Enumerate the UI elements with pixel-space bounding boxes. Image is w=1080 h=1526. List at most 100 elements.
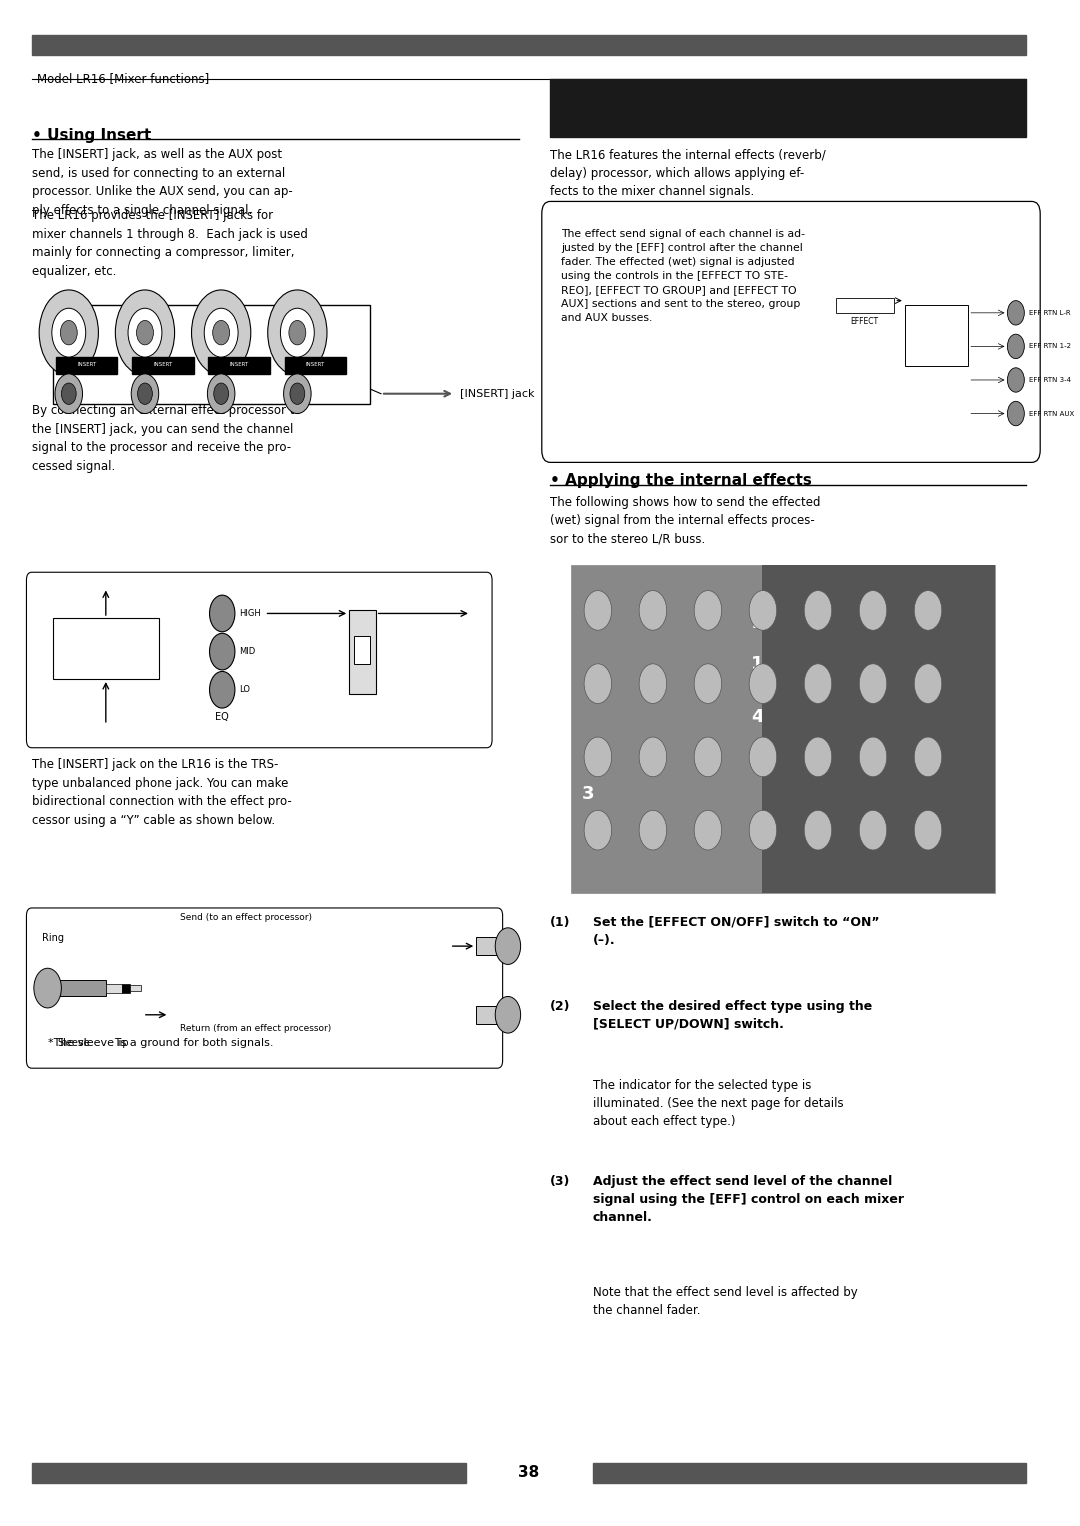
Circle shape [915, 591, 942, 630]
Text: 2: 2 [752, 613, 764, 632]
Circle shape [62, 383, 77, 404]
Circle shape [860, 810, 887, 850]
Circle shape [191, 290, 251, 375]
Bar [48, 981, 106, 996]
Text: 3: 3 [143, 301, 148, 310]
Text: The LR16 provides the [INSERT] jacks for
mixer channels 1 through 8.  Each jack : The LR16 provides the [INSERT] jacks for… [31, 209, 308, 278]
Circle shape [268, 290, 327, 375]
Circle shape [55, 374, 82, 414]
Bar [285, 357, 346, 374]
Circle shape [210, 671, 235, 708]
Circle shape [584, 664, 611, 703]
Circle shape [1008, 301, 1024, 325]
FancyBboxPatch shape [542, 201, 1040, 462]
Text: The indicator for the selected type is
illuminated. (See the next page for detai: The indicator for the selected type is i… [593, 1079, 843, 1128]
Bar [106, 984, 122, 993]
Text: LO: LO [239, 685, 251, 694]
Text: (3): (3) [550, 1175, 570, 1189]
Circle shape [805, 664, 832, 703]
Circle shape [39, 290, 98, 375]
Bar [571, 565, 995, 893]
Text: (2): (2) [550, 1000, 570, 1013]
Circle shape [204, 308, 238, 357]
Circle shape [860, 737, 887, 777]
Circle shape [805, 591, 832, 630]
Bar [132, 357, 193, 374]
Text: Ring: Ring [42, 934, 65, 943]
Circle shape [805, 737, 832, 777]
Text: 1: 1 [752, 655, 764, 673]
Bar [31, 35, 1026, 55]
Circle shape [33, 969, 62, 1007]
Circle shape [131, 374, 159, 414]
Text: Sleeve: Sleeve [57, 1038, 91, 1048]
Text: EFF RTN 1-2: EFF RTN 1-2 [1028, 343, 1070, 349]
Circle shape [805, 810, 832, 850]
Text: Internal
Effector: Internal Effector [922, 330, 950, 342]
Text: INSERT: INSERT [153, 362, 173, 368]
Text: INSERT: INSERT [306, 362, 325, 368]
Circle shape [288, 320, 306, 345]
Bar [354, 636, 370, 664]
Text: 1: 1 [295, 301, 300, 310]
Text: 3: 3 [582, 784, 594, 803]
Bar [53, 305, 370, 404]
Circle shape [584, 810, 611, 850]
Text: Using the internal effects processor: Using the internal effects processor [555, 102, 808, 114]
Text: Model LR16 [Mixer functions]: Model LR16 [Mixer functions] [37, 72, 210, 85]
Text: 2: 2 [218, 301, 224, 310]
Text: Set the [EFFECT ON/OFF] switch to “ON”
(–).: Set the [EFFECT ON/OFF] switch to “ON” (… [593, 916, 879, 946]
Circle shape [639, 737, 666, 777]
Text: Return (from an effect processor): Return (from an effect processor) [180, 1024, 332, 1033]
Text: INSERT: INSERT [77, 362, 96, 368]
Circle shape [1008, 368, 1024, 392]
FancyBboxPatch shape [26, 572, 492, 748]
Circle shape [694, 810, 721, 850]
Bar [122, 984, 131, 993]
Bar [476, 937, 498, 955]
Circle shape [207, 374, 235, 414]
Circle shape [750, 810, 777, 850]
Text: EQ: EQ [215, 711, 229, 722]
Bar [53, 618, 159, 679]
Text: Select the desired effect type using the
[SELECT UP/DOWN] switch.: Select the desired effect type using the… [593, 1000, 872, 1030]
Bar [349, 610, 376, 694]
Text: 38: 38 [518, 1465, 540, 1480]
Text: INSERT: INSERT [230, 362, 248, 368]
Text: EFFECT: EFFECT [850, 317, 879, 327]
Circle shape [284, 374, 311, 414]
Text: External effects
processor: External effects processor [70, 638, 141, 659]
Bar [836, 298, 894, 313]
Bar [550, 79, 1026, 137]
Circle shape [694, 664, 721, 703]
Text: EFF RTN 3-4: EFF RTN 3-4 [1028, 377, 1070, 383]
Circle shape [214, 383, 229, 404]
Text: • Using Insert: • Using Insert [31, 128, 151, 143]
Circle shape [116, 290, 175, 375]
Circle shape [1008, 334, 1024, 359]
Text: [INSERT] jack: [INSERT] jack [460, 389, 535, 398]
Circle shape [915, 810, 942, 850]
Bar [761, 565, 995, 893]
Circle shape [639, 591, 666, 630]
Text: EFF RTN L-R: EFF RTN L-R [1028, 310, 1070, 316]
Text: The LR16 features the internal effects (reverb/
delay) processor, which allows a: The LR16 features the internal effects (… [550, 148, 826, 198]
Circle shape [915, 664, 942, 703]
Bar [476, 1006, 498, 1024]
Circle shape [750, 591, 777, 630]
Circle shape [52, 308, 85, 357]
Text: EFFECT: EFFECT [850, 301, 879, 310]
Text: • Applying the internal effects: • Applying the internal effects [550, 473, 812, 488]
Text: By connecting an external effect processor to
the [INSERT] jack, you can send th: By connecting an external effect process… [31, 404, 301, 473]
Circle shape [496, 928, 521, 964]
Bar [31, 1463, 465, 1483]
Bar [208, 357, 270, 374]
Circle shape [129, 308, 162, 357]
Circle shape [281, 308, 314, 357]
Circle shape [639, 664, 666, 703]
Bar [905, 305, 969, 366]
Circle shape [496, 996, 521, 1033]
FancyBboxPatch shape [26, 908, 502, 1068]
Text: The [INSERT] jack on the LR16 is the TRS-
type unbalanced phone jack. You can ma: The [INSERT] jack on the LR16 is the TRS… [31, 758, 292, 827]
Circle shape [137, 383, 152, 404]
